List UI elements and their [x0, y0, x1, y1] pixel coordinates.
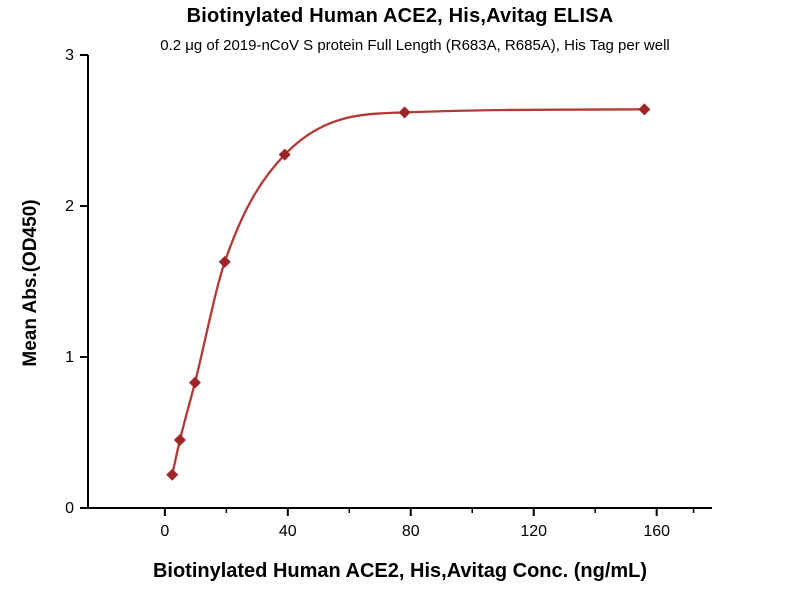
y-tick-label: 1	[65, 349, 74, 366]
chart-title: Biotinylated Human ACE2, His,Avitag ELIS…	[186, 5, 614, 27]
chart-subtitle: 0.2 μg of 2019-nCoV S protein Full Lengt…	[160, 37, 670, 54]
x-tick-label: 80	[402, 523, 420, 540]
data-point-diamond	[638, 103, 651, 116]
data-point-diamond	[398, 106, 411, 119]
x-tick-label: 40	[279, 523, 297, 540]
data-point-diamond	[166, 468, 179, 481]
fit-curve	[171, 108, 646, 476]
y-tick-label: 2	[65, 198, 74, 215]
x-tick-label: 120	[520, 523, 547, 540]
data-point-diamond	[278, 148, 291, 161]
x-axis-label: Biotinylated Human ACE2, His,Avitag Conc…	[152, 560, 648, 582]
data-point-diamond	[188, 376, 201, 389]
axes	[87, 55, 712, 509]
ticks	[80, 54, 695, 516]
tick-labels: 0 1 2 3 0 40 80 120 160	[65, 47, 670, 540]
data-point-diamond	[218, 255, 231, 268]
data-point-diamond	[173, 434, 186, 447]
x-tick-label: 160	[643, 523, 670, 540]
y-tick-label: 0	[65, 500, 74, 517]
x-tick-label: 0	[160, 523, 169, 540]
y-tick-label: 3	[65, 47, 74, 64]
data-points	[166, 103, 651, 481]
